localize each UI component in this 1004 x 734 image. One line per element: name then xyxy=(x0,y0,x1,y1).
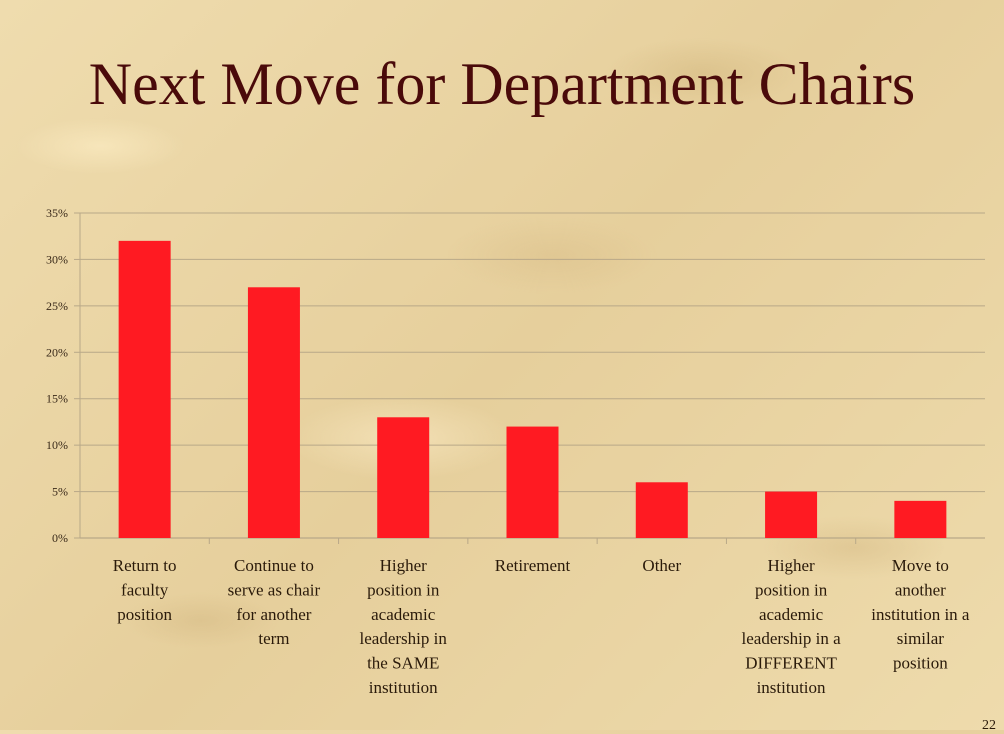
bar xyxy=(506,426,559,538)
x-category-label: Continue to serve as chair for another term xyxy=(228,556,321,648)
x-category-label: Retirement xyxy=(495,556,571,575)
y-tick-label: 25% xyxy=(46,299,68,313)
x-category-label: Higher position in academic leadership in th… xyxy=(360,556,448,697)
x-category-label: Move to another institution in a similar pos… xyxy=(871,556,970,673)
y-tick-label: 20% xyxy=(46,345,68,359)
y-tick-label: 15% xyxy=(46,392,68,406)
y-tick-label: 30% xyxy=(46,252,68,266)
x-axis-labels: Return to faculty position Continue to serve… xyxy=(113,538,970,697)
bar xyxy=(118,240,171,538)
bar-chart: 0% 5% 10% 15% 20% 25% 30% 35% Return to faculty p… xyxy=(46,206,985,697)
page-title: Next Move for Department Chairs xyxy=(88,51,916,117)
bar xyxy=(765,491,818,538)
y-tick-label: 5% xyxy=(52,485,68,499)
y-axis-ticks: 0% 5% 10% 15% 20% 25% 30% 35% xyxy=(46,206,81,545)
bar xyxy=(247,287,300,538)
y-tick-label: 0% xyxy=(52,531,68,545)
x-category-label: Higher position in academic leadership in a… xyxy=(742,556,842,697)
bar xyxy=(377,417,430,538)
y-tick-label: 35% xyxy=(46,206,68,220)
x-category-label: Other xyxy=(642,556,681,575)
page-number: 22 xyxy=(982,718,996,733)
x-category-label: Return to faculty position xyxy=(113,556,177,624)
bar xyxy=(894,500,947,538)
bar xyxy=(635,482,688,538)
chart-bars xyxy=(118,240,947,538)
y-tick-label: 10% xyxy=(46,438,68,452)
chart-gridlines xyxy=(80,212,985,539)
